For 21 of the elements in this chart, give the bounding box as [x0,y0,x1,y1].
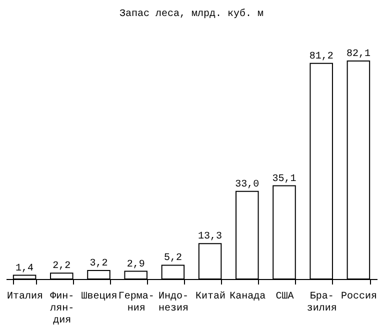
data-label: 13,3 [198,232,222,243]
x-tick-label: Герма- ния [118,292,154,314]
x-tick-label: Бра- зилия [306,292,337,314]
x-tick-label: Италия [7,292,44,302]
data-label: 2,2 [52,261,71,272]
data-label: 1,4 [16,263,34,274]
data-label: 5,2 [164,253,182,264]
data-label: 82,1 [346,49,370,60]
x-tick-label: Китай [196,290,226,302]
x-tick-label: США [276,292,294,302]
chart-title: Запас леса, млрд. куб. м [119,8,264,20]
data-label: 33,0 [235,179,260,190]
x-tick-label: Канада [230,292,266,302]
x-tick-label: Россия [340,292,377,302]
data-label: 2,9 [126,259,145,270]
data-label: 35,1 [272,174,296,185]
data-label: 81,2 [309,51,334,62]
data-label: 3,2 [90,258,108,270]
x-tick-label: Швеция [81,292,118,302]
x-tick-label: Индо- незия [158,292,188,314]
x-tick-label: Фин- лян- дия [50,292,74,326]
